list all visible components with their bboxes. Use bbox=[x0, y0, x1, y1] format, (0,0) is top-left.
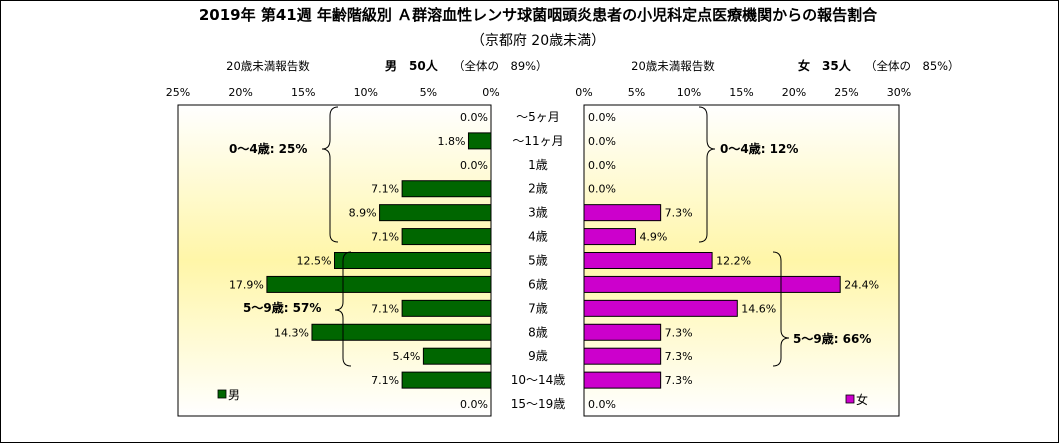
female-value-label-9: 7.3% bbox=[665, 326, 693, 339]
male-axis-tick-5: 5% bbox=[420, 86, 437, 99]
female-bars bbox=[583, 204, 841, 389]
female-value-label-11: 7.3% bbox=[665, 374, 693, 387]
female-bar-10 bbox=[583, 347, 662, 365]
male-bar-7 bbox=[266, 275, 492, 293]
female-value-label-8: 14.6% bbox=[741, 302, 776, 315]
male-value-label-11: 7.1% bbox=[371, 374, 399, 387]
male-header-share: （全体の 89%） bbox=[453, 59, 548, 73]
male-bracket-0-4 bbox=[321, 106, 339, 243]
category-label-10: 9歳 bbox=[528, 349, 548, 363]
female-bracket-0-4 bbox=[698, 106, 716, 243]
category-label-5: 4歳 bbox=[528, 230, 548, 244]
female-axis-ticks: 0% 5% 10% 15% 20% 25% 30% bbox=[575, 86, 911, 99]
male-bracket-5-9 bbox=[334, 251, 352, 367]
female-value-label-10: 7.3% bbox=[665, 350, 693, 363]
male-bracket-5-9-label: 5～9歳: 57% bbox=[243, 300, 321, 315]
category-label-6: 5歳 bbox=[528, 254, 548, 268]
category-label-11: 10～14歳 bbox=[511, 373, 566, 387]
male-value-label-6: 12.5% bbox=[297, 255, 332, 268]
category-label-4: 3歳 bbox=[528, 206, 548, 220]
female-bar-9 bbox=[583, 323, 662, 341]
female-value-label-4: 7.3% bbox=[665, 207, 693, 220]
chart-title: 2019年 第41週 年齢階級別 Ａ群溶血性レンサ球菌咽頭炎患者の小児科定点医療… bbox=[199, 6, 878, 24]
female-value-label-3: 0.0% bbox=[588, 183, 616, 196]
category-label-12: 15～19歳 bbox=[511, 397, 566, 411]
female-legend-label: 女 bbox=[856, 392, 868, 407]
male-value-label-8: 7.1% bbox=[371, 302, 399, 315]
female-value-label-7: 24.4% bbox=[844, 278, 879, 291]
female-axis-tick-5: 5% bbox=[628, 86, 645, 99]
male-bar-6 bbox=[334, 252, 492, 269]
male-value-label-7: 17.9% bbox=[229, 278, 264, 291]
female-bracket-5-9-label: 5～9歳: 66% bbox=[793, 331, 871, 346]
category-label-7: 6歳 bbox=[528, 277, 548, 291]
category-label-8: 7歳 bbox=[528, 301, 548, 315]
female-bar-7 bbox=[583, 275, 841, 293]
male-bar-5 bbox=[401, 228, 492, 246]
male-value-label-5: 7.1% bbox=[371, 231, 399, 244]
male-axis-tick-25: 25% bbox=[166, 86, 190, 99]
male-value-label-4: 8.9% bbox=[349, 207, 377, 220]
female-axis-tick-30: 30% bbox=[887, 86, 911, 99]
female-axis-tick-25: 25% bbox=[834, 86, 858, 99]
category-label-0: ～5ヶ月 bbox=[516, 110, 560, 124]
chart-subtitle: （京都府 20歳未満） bbox=[471, 33, 605, 49]
male-bar-3 bbox=[401, 180, 492, 198]
male-value-label-2: 0.0% bbox=[460, 159, 488, 172]
female-bar-6 bbox=[583, 252, 713, 269]
category-label-1: ～11ヶ月 bbox=[512, 134, 563, 148]
female-value-label-5: 4.9% bbox=[639, 231, 667, 244]
male-bracket-0-4-label: 0～4歳: 25% bbox=[229, 141, 307, 156]
male-value-label-0: 0.0% bbox=[460, 111, 488, 124]
female-value-label-0: 0.0% bbox=[588, 111, 616, 124]
category-label-3: 2歳 bbox=[528, 182, 548, 196]
male-bar-1 bbox=[467, 132, 492, 150]
female-header-share: （全体の 85%） bbox=[865, 59, 960, 73]
female-value-label-1: 0.0% bbox=[588, 135, 616, 148]
male-legend-swatch bbox=[217, 389, 227, 399]
female-bar-4 bbox=[583, 204, 662, 222]
female-bar-5 bbox=[583, 228, 636, 246]
male-axis-tick-15: 15% bbox=[291, 86, 315, 99]
male-value-label-1: 1.8% bbox=[438, 135, 466, 148]
female-header-count: 女 35人 bbox=[798, 58, 852, 73]
male-value-label-3: 7.1% bbox=[371, 183, 399, 196]
female-header-label: 20歳未満報告数 bbox=[631, 59, 715, 73]
male-bar-4 bbox=[379, 204, 492, 222]
male-header-label: 20歳未満報告数 bbox=[226, 59, 310, 73]
female-value-label-2: 0.0% bbox=[588, 159, 616, 172]
male-value-labels: 0.0% 1.8% 0.0% 7.1% 8.9% 7.1% 12.5% 17.9% 7.1% 14… bbox=[229, 111, 488, 411]
category-label-9: 8歳 bbox=[528, 325, 548, 339]
female-value-label-6: 12.2% bbox=[716, 255, 751, 268]
female-value-labels: 0.0% 0.0% 0.0% 0.0% 7.3% 4.9% 12.2% 24.4% 14.6% 7… bbox=[588, 111, 879, 411]
male-value-label-10: 5.4% bbox=[392, 350, 420, 363]
category-label-2: 1歳 bbox=[528, 158, 548, 172]
female-bracket-0-4-label: 0～4歳: 12% bbox=[720, 141, 798, 156]
male-bar-8 bbox=[401, 299, 492, 317]
male-legend-label: 男 bbox=[228, 388, 240, 402]
male-axis-tick-10: 10% bbox=[354, 86, 378, 99]
male-value-label-9: 14.3% bbox=[274, 326, 309, 339]
category-labels: ～5ヶ月 ～11ヶ月 1歳 2歳 3歳 4歳 5歳 6歳 7歳 8歳 9歳 10～14歳 15～19歳 bbox=[511, 110, 566, 411]
male-bar-9 bbox=[311, 323, 492, 341]
male-bar-10 bbox=[422, 347, 492, 365]
female-axis-tick-10: 10% bbox=[677, 86, 701, 99]
male-value-label-12: 0.0% bbox=[460, 398, 488, 411]
female-legend-swatch bbox=[845, 394, 855, 404]
female-bracket-5-9 bbox=[772, 251, 790, 367]
female-value-label-12: 0.0% bbox=[588, 398, 616, 411]
male-axis-ticks: 25% 20% 15% 10% 5% 0% bbox=[166, 86, 500, 99]
male-bar-11 bbox=[401, 371, 492, 389]
female-axis-tick-20: 20% bbox=[782, 86, 806, 99]
male-axis-tick-20: 20% bbox=[228, 86, 252, 99]
male-header-count: 男 50人 bbox=[385, 58, 439, 73]
female-axis-tick-15: 15% bbox=[729, 86, 753, 99]
male-bars bbox=[266, 132, 492, 389]
female-bar-8 bbox=[583, 299, 738, 317]
female-bar-11 bbox=[583, 371, 662, 389]
female-axis-tick-0: 0% bbox=[575, 86, 592, 99]
male-axis-tick-0: 0% bbox=[482, 86, 499, 99]
